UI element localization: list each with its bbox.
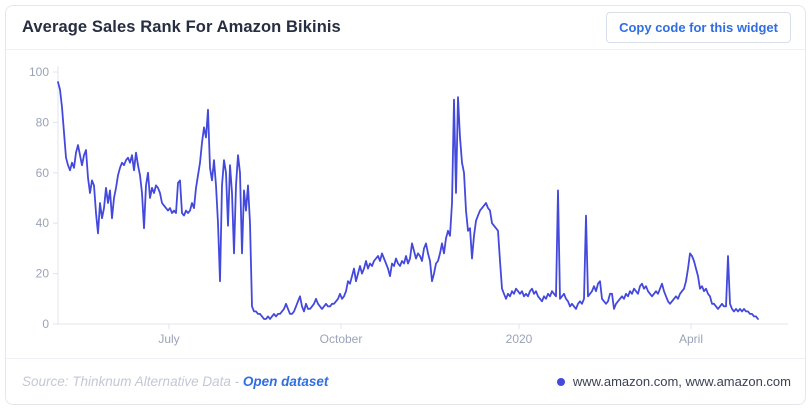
y-tick-label: 100 xyxy=(29,65,49,79)
widget-title: Average Sales Rank For Amazon Bikinis xyxy=(22,18,341,36)
x-tick-label: April xyxy=(679,332,703,346)
copy-widget-code-button[interactable]: Copy code for this widget xyxy=(606,12,791,43)
chart-area: 0 20 40 60 80 100 July October 2020 April xyxy=(6,50,805,358)
y-tick-label: 60 xyxy=(36,166,50,180)
widget-card: Average Sales Rank For Amazon Bikinis Co… xyxy=(5,5,806,405)
y-tick-label: 0 xyxy=(42,317,49,331)
x-tick-label: October xyxy=(320,332,363,346)
x-tick-label: 2020 xyxy=(506,332,533,346)
series-line xyxy=(57,81,759,320)
open-dataset-link[interactable]: Open dataset xyxy=(242,374,329,389)
x-tick-label: July xyxy=(158,332,179,346)
widget-footer: Source: Thinknum Alternative Data - Open… xyxy=(6,358,805,404)
legend: www.amazon.com, www.amazon.com xyxy=(556,374,791,389)
sales-rank-line-chart: 0 20 40 60 80 100 July October 2020 April xyxy=(29,65,788,346)
source-prefix-text: Source: Thinknum Alternative Data - xyxy=(22,374,243,389)
legend-label: www.amazon.com, www.amazon.com xyxy=(572,374,791,389)
y-tick-label: 40 xyxy=(36,216,50,230)
source-note: Source: Thinknum Alternative Data - Open… xyxy=(22,374,328,389)
legend-marker-icon xyxy=(556,377,565,386)
widget-header: Average Sales Rank For Amazon Bikinis Co… xyxy=(6,6,805,50)
y-tick-label: 20 xyxy=(36,267,50,281)
y-tick-label: 80 xyxy=(36,115,50,129)
